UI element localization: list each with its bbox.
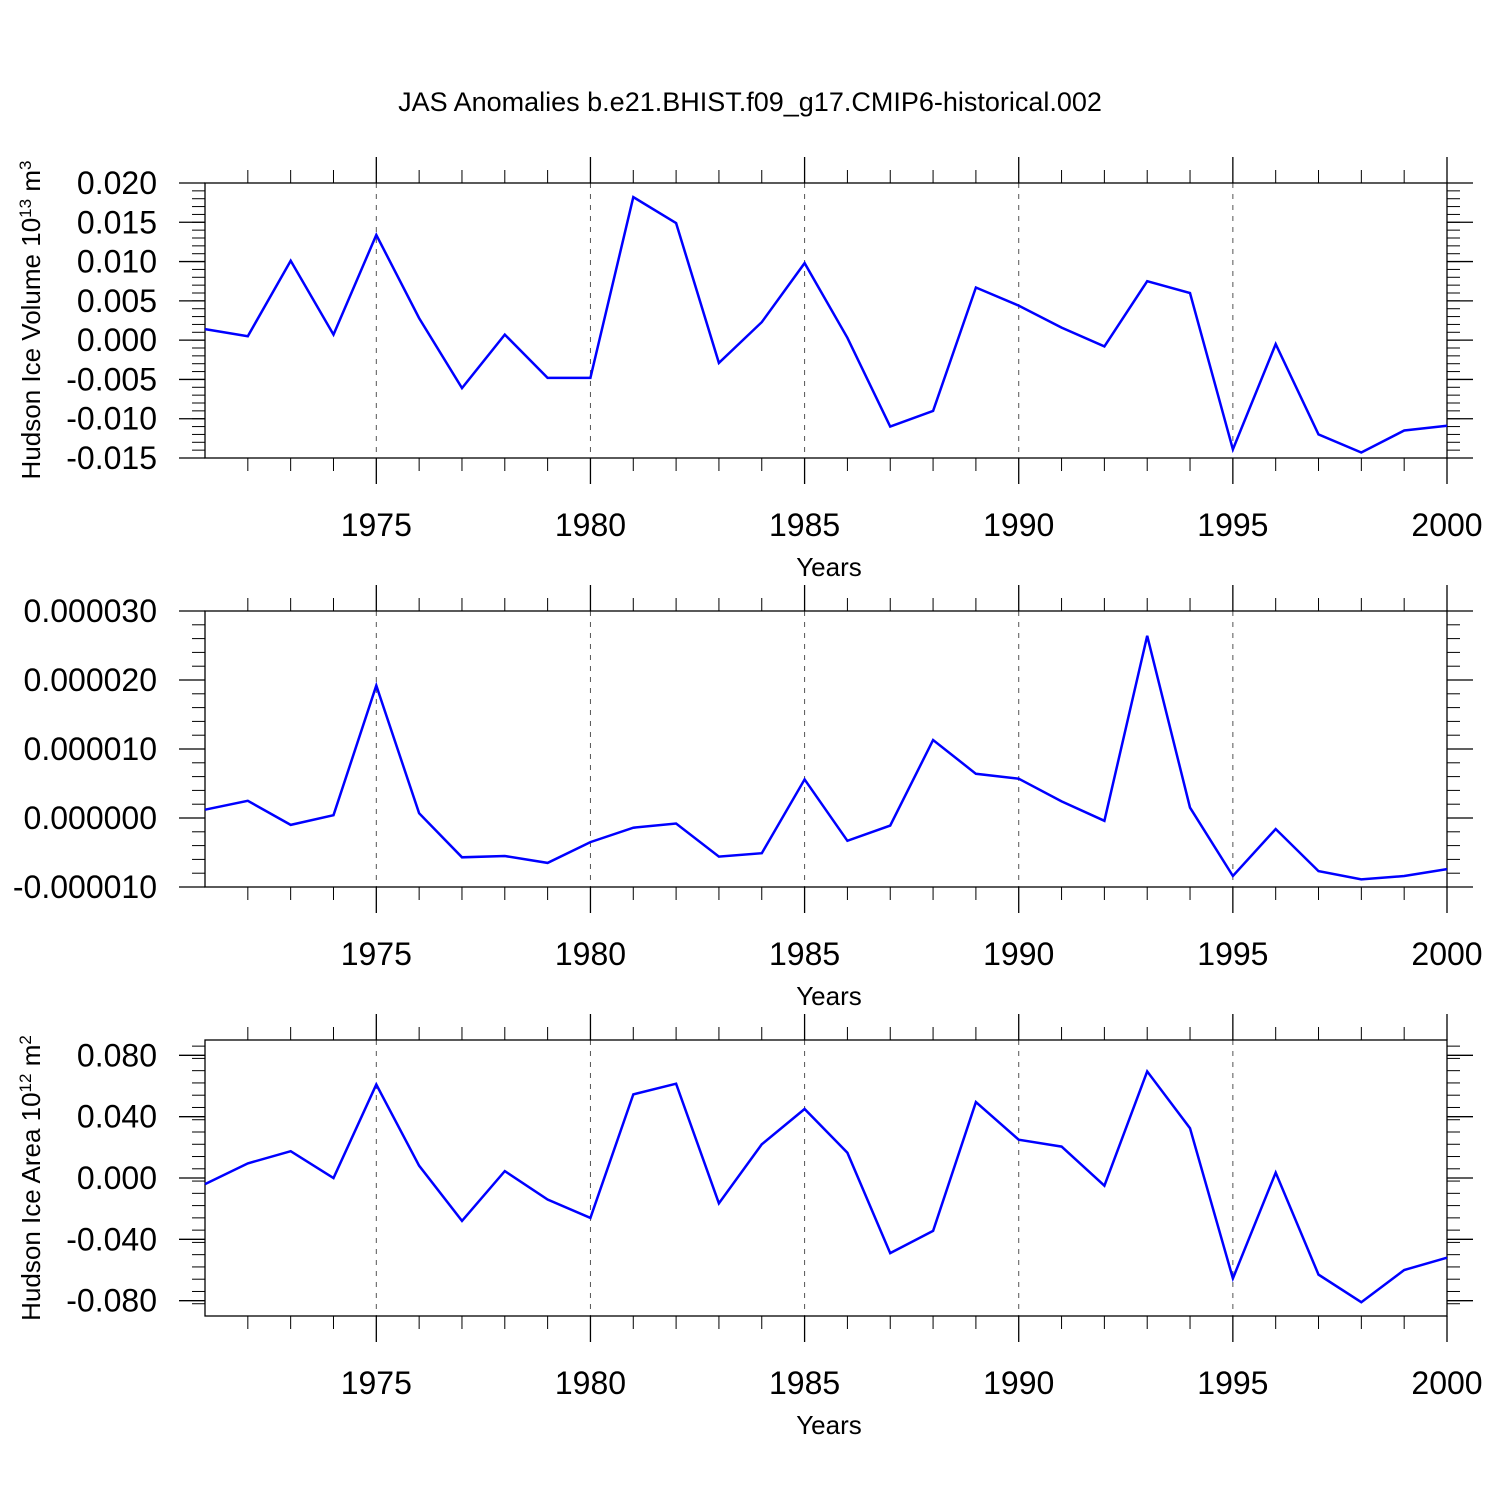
minor-ticks (192, 1027, 1460, 1329)
x-tick-label: 1985 (769, 936, 840, 972)
y-axis-label: Hudson Ice Area 1012 m2 (16, 1035, 47, 1321)
x-tick-label: 1980 (555, 507, 626, 543)
y-tick-label: 0.080 (77, 1037, 157, 1073)
x-tick-label: 1985 (769, 1365, 840, 1401)
y-axis-label-exponent: 12 (16, 1074, 35, 1093)
series-line (204, 1068, 1448, 1304)
x-tick-label: 2000 (1411, 507, 1482, 543)
major-ticks (179, 1014, 1473, 1342)
grid-lines (375, 1040, 1234, 1316)
y-tick-label: 0.020 (77, 165, 157, 201)
plot-frame (204, 610, 1448, 888)
y-tick-label: 0.000020 (24, 662, 157, 698)
series-line (204, 635, 1448, 881)
y-tick-label: -0.000010 (13, 869, 157, 905)
x-tick-label: 1975 (341, 936, 412, 972)
x-tick-label: 1995 (1197, 507, 1268, 543)
panel-middle: -0.000010 0.000000 0.000010 0.000020 0.00003… (13, 585, 1483, 1011)
y-axis-label-unit-exponent: 3 (16, 161, 35, 170)
x-tick-labels: 1975 1980 1985 1990 1995 2000 (341, 936, 1483, 972)
y-axis-label-text: Hudson Ice Volume 10 (16, 218, 46, 480)
y-tick-label: 0.005 (77, 283, 157, 319)
x-tick-labels: 1975 1980 1985 1990 1995 2000 (341, 507, 1483, 543)
panel-ice-area: -0.080 -0.040 0.000 0.040 0.080 1975 1980 1985… (16, 1014, 1483, 1440)
x-tick-label: 1975 (341, 1365, 412, 1401)
x-tick-labels: 1975 1980 1985 1990 1995 2000 (341, 1365, 1483, 1401)
x-tick-label: 2000 (1411, 1365, 1482, 1401)
y-axis-label-unit-exponent: 2 (16, 1035, 35, 1044)
x-tick-label: 1985 (769, 507, 840, 543)
y-tick-label: -0.010 (66, 401, 157, 437)
x-axis-label: Years (796, 552, 862, 582)
major-ticks (179, 585, 1473, 913)
x-tick-label: 2000 (1411, 936, 1482, 972)
minor-ticks (192, 170, 1460, 471)
x-tick-label: 1980 (555, 1365, 626, 1401)
y-tick-labels: -0.080 -0.040 0.000 0.040 0.080 (66, 1037, 157, 1318)
grid-lines (375, 611, 1234, 887)
y-tick-label: 0.010 (77, 244, 157, 280)
x-axis-label: Years (796, 1410, 862, 1440)
plot-frame (204, 1039, 1448, 1317)
plot-frame (204, 182, 1448, 459)
chart-title: JAS Anomalies b.e21.BHIST.f09_g17.CMIP6-… (398, 87, 1102, 117)
x-axis-label: Years (796, 981, 862, 1011)
y-axis-label-unit: m (16, 1045, 46, 1074)
y-tick-label: 0.000 (77, 1160, 157, 1196)
x-tick-label: 1975 (341, 507, 412, 543)
x-tick-label: 1995 (1197, 936, 1268, 972)
x-tick-label: 1990 (983, 936, 1054, 972)
y-tick-label: 0.000030 (24, 593, 157, 629)
major-ticks (179, 157, 1473, 484)
y-tick-label: -0.080 (66, 1283, 157, 1319)
x-tick-label: 1990 (983, 1365, 1054, 1401)
minor-ticks (192, 598, 1460, 900)
series-line (204, 195, 1448, 454)
x-tick-label: 1990 (983, 507, 1054, 543)
y-axis-label-text: Hudson Ice Area 10 (16, 1092, 46, 1320)
y-tick-label: 0.000010 (24, 731, 157, 767)
x-tick-label: 1995 (1197, 1365, 1268, 1401)
y-axis-label-unit: m (16, 170, 46, 199)
y-tick-label: -0.005 (66, 361, 157, 397)
y-axis-label: Hudson Ice Volume 1013 m3 (16, 161, 47, 480)
grid-lines (375, 183, 1234, 458)
x-tick-label: 1980 (555, 936, 626, 972)
y-tick-label: 0.000 (77, 322, 157, 358)
y-tick-labels: -0.000010 0.000000 0.000010 0.000020 0.00003… (13, 593, 157, 905)
y-axis-label-exponent: 13 (16, 199, 35, 218)
y-tick-label: 0.040 (77, 1099, 157, 1135)
y-tick-label: 0.000000 (24, 800, 157, 836)
y-tick-label: 0.015 (77, 204, 157, 240)
y-tick-label: -0.040 (66, 1221, 157, 1257)
y-tick-label: -0.015 (66, 440, 157, 476)
